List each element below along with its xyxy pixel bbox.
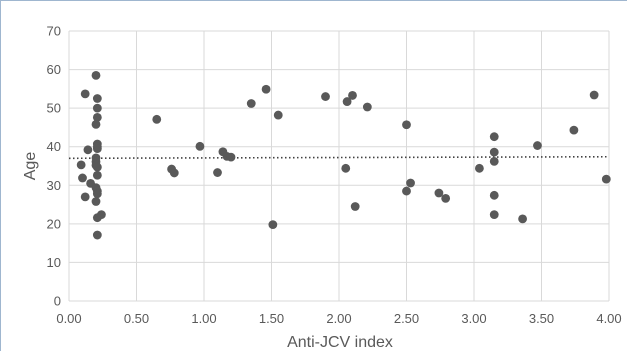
data-point [213,168,222,177]
data-point [589,90,599,100]
data-point [342,97,352,106]
data-point [434,188,444,198]
data-point [91,119,101,129]
data-point [91,197,101,206]
data-point [489,210,499,220]
x-tick-label: 3.50 [529,311,554,326]
data-point [402,120,411,130]
x-tick-label: 0.00 [56,311,81,326]
data-point [246,99,256,108]
data-point [489,132,499,142]
data-point [169,168,179,178]
data-point [533,141,542,150]
y-tick-label: 20 [47,216,61,231]
gridlines [68,30,610,302]
y-tick-label: 40 [47,139,61,154]
x-tick-label: 3.00 [461,311,486,326]
data-point [78,173,87,183]
data-point [152,114,162,124]
y-tick-label: 30 [47,178,61,193]
data-point [195,141,205,151]
data-point [80,192,90,202]
data-point [341,163,351,173]
data-point [92,94,102,103]
data-point [362,102,372,112]
data-point [273,110,283,120]
data-point [92,230,102,240]
data-point [92,162,102,172]
y-tick-label: 60 [47,62,61,77]
data-point [350,202,360,211]
data-point [321,92,330,101]
x-tick-label: 0.50 [124,311,149,326]
data-point [406,178,415,188]
data-points [76,70,611,240]
data-point [226,152,236,162]
data-point [261,84,271,94]
data-point [97,210,106,220]
x-tick-label: 4.00 [596,311,621,326]
y-tick-label: 70 [47,24,61,39]
data-point [91,70,101,80]
data-point [92,170,102,180]
y-tick-labels: 0 10 20 30 40 50 60 70 [47,24,61,309]
x-tick-label: 2.00 [326,311,351,326]
data-point [83,145,93,155]
data-point [489,147,499,157]
x-axis-title: Anti-JCV index [287,334,393,351]
data-point [518,214,527,224]
data-point [92,103,102,113]
y-axis-title: Age [22,152,39,181]
data-point [76,160,86,170]
x-tick-label: 1.00 [191,311,216,326]
data-point [402,186,411,196]
data-point [348,91,357,100]
data-point [92,189,102,199]
data-point [475,163,484,173]
data-point [92,113,102,122]
data-point [569,125,579,135]
x-tick-label: 1.50 [259,311,284,326]
data-point [268,220,278,230]
x-tick-labels: 0.00 0.50 1.00 1.50 2.00 2.50 3.00 3.50 4.00 [56,311,621,326]
data-point [441,194,451,203]
data-point [601,174,611,184]
x-tick-label: 2.50 [394,311,419,326]
y-tick-label: 0 [54,294,61,309]
data-point [92,144,102,154]
data-point [489,190,499,200]
data-point [80,89,90,99]
y-tick-label: 50 [47,101,61,116]
y-tick-label: 10 [47,255,61,270]
data-point [489,156,499,166]
